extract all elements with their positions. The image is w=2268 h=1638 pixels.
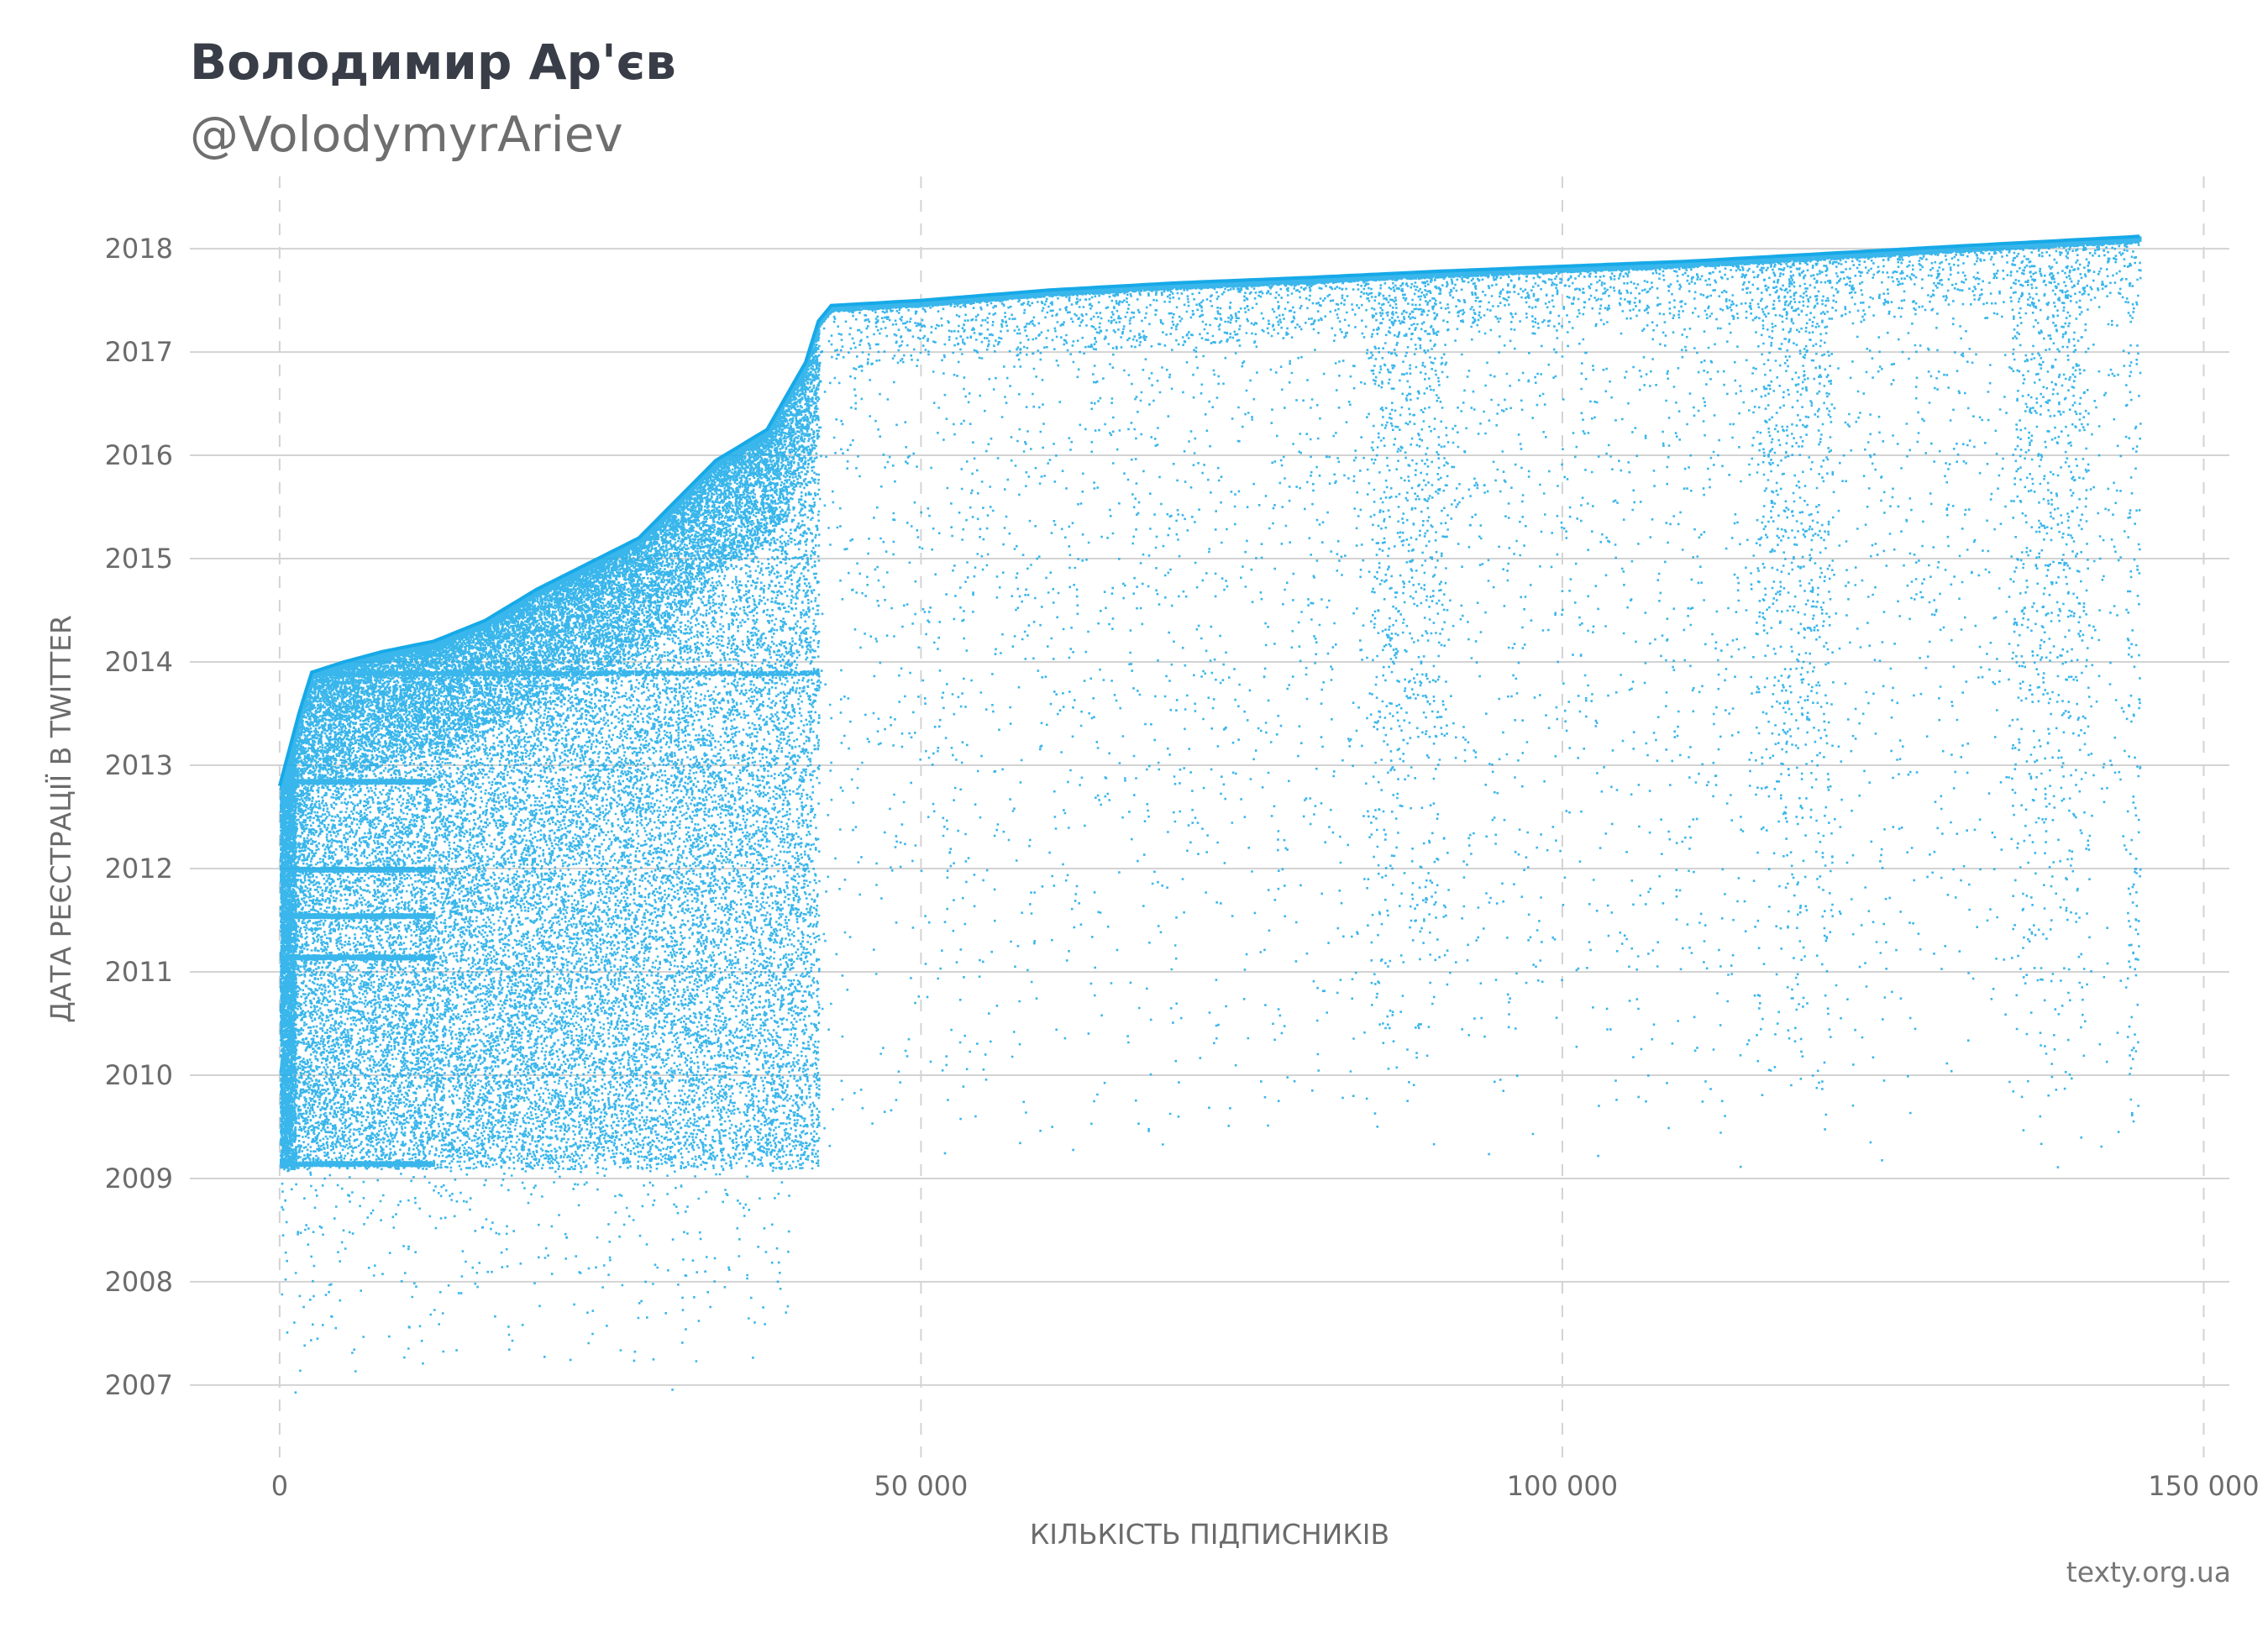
scatter-points	[279, 236, 2142, 1394]
chart-title: Володимир Ар'єв	[190, 34, 676, 91]
y-tick-label: 2016	[105, 439, 173, 471]
registration-frontier-line	[277, 234, 2140, 787]
y-tick-label: 2007	[105, 1369, 173, 1401]
y-tick-label: 2012	[105, 853, 173, 885]
grid-lines	[190, 176, 2229, 1457]
x-tick-label: 150 000	[2148, 1470, 2259, 1502]
x-axis-ticks: 0 50 000 100 000 150 000	[271, 1470, 2260, 1502]
source-credit: texty.org.ua	[2066, 1556, 2231, 1588]
y-tick-label: 2014	[105, 646, 173, 678]
x-tick-label: 50 000	[874, 1470, 968, 1502]
y-axis-label: ДАТА РЕЄСТРАЦІЇ В TWITTER	[45, 615, 77, 1023]
data-points	[277, 234, 2142, 1394]
y-tick-label: 2017	[105, 336, 173, 368]
y-tick-label: 2015	[105, 543, 173, 575]
x-tick-label: 0	[271, 1470, 288, 1502]
y-tick-label: 2009	[105, 1163, 173, 1194]
x-axis-label: КІЛЬКІСТЬ ПІДПИСНИКІВ	[1030, 1518, 1389, 1551]
y-tick-label: 2010	[105, 1059, 173, 1091]
y-axis-ticks: 2007 2008 2009 2010 2011 2012 2013 2014 2015 2016…	[105, 233, 173, 1401]
y-tick-label: 2008	[105, 1266, 173, 1298]
x-tick-label: 100 000	[1507, 1470, 1618, 1502]
y-tick-label: 2013	[105, 749, 173, 781]
y-tick-label: 2018	[105, 233, 173, 265]
chart-subtitle: @VolodymyrAriev	[190, 106, 623, 163]
y-tick-label: 2011	[105, 956, 173, 988]
